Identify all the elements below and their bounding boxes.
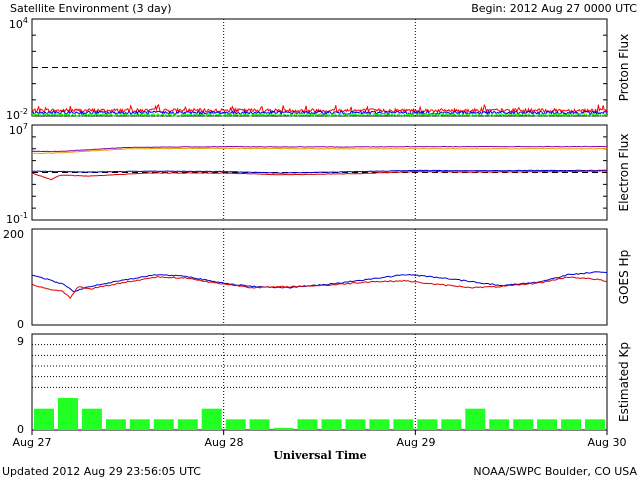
proton-flux-series-1 — [31, 109, 608, 116]
kp-bar — [561, 419, 582, 430]
electron-flux-ytick-bottom: 10-1 — [6, 211, 28, 226]
proton-flux-frame — [31, 18, 608, 117]
estimated-kp-ytick-bottom: 0 — [17, 423, 24, 436]
electron-flux-series-1 — [31, 147, 607, 155]
proton-flux-panel: Proton Flux 104 10-2 — [6, 16, 631, 122]
kp-bar — [369, 419, 390, 430]
electron-flux-panel: Electron Flux 107 10-1 — [6, 122, 631, 226]
estimated-kp-frame — [31, 333, 608, 431]
goes-hp-frame — [31, 228, 608, 326]
x-tick-aug27: Aug 27 — [13, 436, 52, 449]
chart-title: Satellite Environment (3 day) — [10, 2, 172, 15]
kp-bar — [249, 419, 270, 430]
kp-bar — [129, 419, 150, 430]
electron-flux-series-2 — [32, 169, 608, 174]
electron-flux-ytick-top: 107 — [9, 122, 28, 137]
kp-bar — [417, 419, 438, 430]
x-axis-label: Universal Time — [273, 449, 366, 462]
kp-bar — [585, 419, 605, 430]
estimated-kp-panel: Estimated Kp 9 0 — [17, 333, 631, 436]
proton-flux-ytick-top: 104 — [9, 16, 28, 31]
kp-bar — [321, 419, 342, 430]
goes-hp-ylabel: GOES Hp — [617, 250, 631, 304]
proton-flux-series-0 — [31, 103, 608, 114]
kp-bar — [393, 419, 414, 430]
proton-flux-series-2 — [31, 112, 608, 118]
kp-bar — [201, 408, 222, 430]
electron-flux-series-0 — [31, 145, 608, 153]
goes-hp-panel: GOES Hp 200 0 — [3, 228, 631, 331]
proton-flux-ylabel: Proton Flux — [617, 34, 631, 101]
kp-bar — [153, 419, 174, 430]
electron-flux-series-3 — [31, 170, 608, 181]
kp-bar — [225, 419, 246, 430]
electron-flux-ylabel: Electron Flux — [617, 134, 631, 212]
kp-bar — [273, 427, 294, 430]
x-tick-aug30: Aug 30 — [588, 436, 627, 449]
goes-hp-ytick-top: 200 — [3, 228, 24, 241]
estimated-kp-ytick-top: 9 — [17, 335, 24, 348]
kp-bar — [34, 408, 54, 430]
kp-bar — [489, 419, 510, 430]
kp-bar — [345, 419, 366, 430]
kp-bar — [105, 419, 126, 430]
kp-bar — [177, 419, 198, 430]
kp-bar — [58, 398, 78, 430]
kp-bar — [297, 419, 318, 430]
x-tick-aug28: Aug 28 — [205, 436, 244, 449]
begin-time: Begin: 2012 Aug 27 0000 UTC — [471, 2, 637, 15]
kp-bar — [513, 419, 534, 430]
kp-bar — [465, 408, 486, 430]
kp-bar — [81, 408, 102, 430]
goes-hp-series-0 — [31, 271, 608, 293]
proton-flux-ytick-bottom: 10-2 — [6, 107, 28, 122]
kp-bar — [537, 419, 558, 430]
updated-time: Updated 2012 Aug 29 23:56:05 UTC — [2, 465, 201, 478]
credit: NOAA/SWPC Boulder, CO USA — [473, 465, 637, 478]
goes-hp-series-1 — [31, 276, 608, 300]
x-tick-aug29: Aug 29 — [397, 436, 436, 449]
kp-bar — [441, 419, 462, 430]
goes-hp-ytick-bottom: 0 — [17, 318, 24, 331]
estimated-kp-ylabel: Estimated Kp — [617, 342, 631, 422]
